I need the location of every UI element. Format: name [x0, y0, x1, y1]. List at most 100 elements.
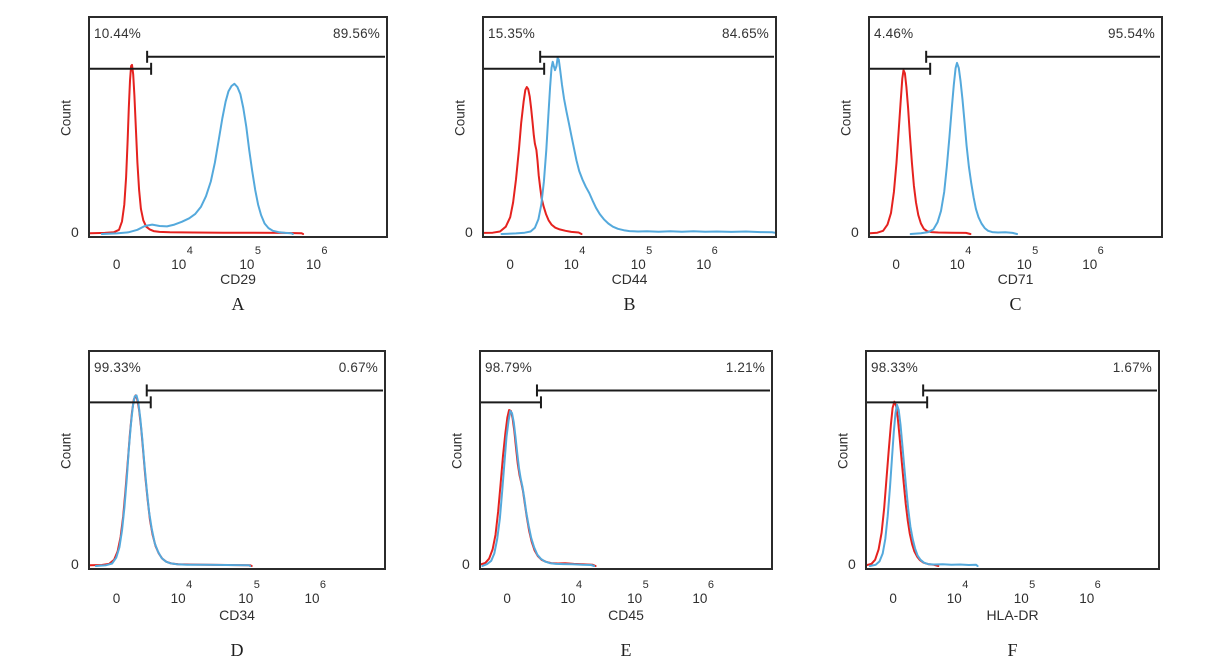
x-tick-base: 0 [112, 591, 121, 606]
y-axis-zero-tick-label: 0 [71, 556, 79, 572]
panel-letter: D [230, 640, 244, 660]
x-tick-base: 0 [892, 257, 900, 272]
x-axis-marker-label: CD29 [220, 271, 256, 287]
x-tick-base: 10 [563, 257, 579, 272]
x-tick-exponent: 5 [254, 245, 261, 257]
blue-sample-curve [868, 403, 979, 567]
x-tick-base: 10 [238, 591, 254, 606]
histogram-svg-CD34 [90, 384, 383, 567]
histogram-svg-CD29 [90, 50, 385, 235]
negative-gate-percentage: 10.44% [94, 26, 141, 41]
y-axis-label: Count [58, 433, 74, 470]
x-axis-marker-label: CD45 [608, 607, 644, 623]
x-tick-exponent: 5 [642, 579, 649, 591]
x-tick-label: 5 10 [238, 579, 260, 606]
histogram-svg-HLA-DR [867, 384, 1157, 567]
panel-letter: E [620, 640, 632, 660]
x-tick-label: 6 10 [1079, 579, 1101, 606]
positive-gate-percentage: 1.67% [1112, 360, 1152, 375]
y-axis-zero-tick-label: 0 [848, 556, 856, 572]
x-tick-exponent: 4 [575, 579, 583, 591]
x-axis-marker-label: CD34 [219, 607, 255, 623]
x-tick-exponent: 6 [711, 245, 718, 257]
x-tick-label: 0 [113, 579, 121, 606]
x-tick-label: 4 10 [949, 245, 972, 272]
x-tick-base: 10 [1013, 591, 1029, 606]
x-tick-exponent: 5 [1029, 579, 1036, 591]
x-tick-base: 10 [692, 591, 708, 606]
x-tick-base: 10 [1082, 257, 1098, 272]
positive-gate-percentage: 89.56% [333, 26, 380, 41]
blue-sample-curve [94, 394, 252, 567]
red-control-curve [481, 409, 597, 567]
x-tick-label: 6 10 [304, 579, 326, 606]
y-axis-zero-tick-label: 0 [465, 224, 473, 240]
y-axis-label: Count [838, 100, 854, 137]
y-axis-label: Count [58, 100, 74, 137]
x-tick-label: 6 10 [1082, 245, 1104, 272]
x-tick-label: 4 10 [560, 579, 582, 606]
panel-plot-D: 99.33% 0.67% Count 0 0 4 10 5 10 6 10 CD34 D [59, 350, 386, 660]
histogram-svg-CD71 [870, 50, 1160, 235]
x-tick-base: 10 [696, 257, 712, 272]
x-tick-label: 0 [506, 245, 514, 272]
x-tick-exponent: 4 [965, 245, 972, 257]
x-tick-exponent: 4 [186, 245, 193, 257]
x-tick-label: 5 10 [1016, 245, 1039, 272]
x-axis-marker-label: HLA-DR [986, 607, 1039, 623]
x-tick-exponent: 4 [962, 579, 969, 591]
y-axis-zero-tick-label: 0 [851, 224, 859, 240]
x-tick-exponent: 6 [1094, 579, 1101, 591]
negative-gate-percentage: 98.79% [485, 360, 532, 375]
negative-gate-percentage: 98.33% [871, 360, 918, 375]
x-tick-label: 4 10 [563, 245, 586, 272]
positive-gate-percentage: 0.67% [338, 360, 378, 375]
x-axis-marker-label: CD44 [611, 271, 648, 287]
negative-gate-percentage: 4.46% [874, 26, 914, 41]
x-tick-exponent: 6 [707, 579, 714, 591]
x-tick-base: 10 [630, 257, 646, 272]
x-tick-label: 6 10 [305, 245, 328, 272]
panel-letter: C [1009, 294, 1022, 314]
y-axis-label: Count [835, 433, 851, 470]
x-tick-base: 10 [171, 257, 187, 272]
x-tick-base: 10 [949, 257, 965, 272]
panel-plot-E: 98.79% 1.21% Count 0 0 4 10 5 10 6 10 CD45 E [450, 350, 773, 660]
red-control-curve [90, 63, 305, 235]
x-tick-label: 0 [892, 245, 900, 272]
x-tick-exponent: 5 [253, 579, 260, 591]
positive-gate-percentage: 95.54% [1108, 26, 1155, 41]
red-control-curve [484, 86, 583, 235]
x-tick-base: 10 [1016, 257, 1032, 272]
negative-gate-percentage: 99.33% [94, 360, 141, 375]
x-tick-base: 10 [304, 591, 320, 606]
x-tick-label: 0 [113, 245, 121, 272]
blue-sample-curve [481, 410, 596, 567]
x-tick-label: 5 10 [239, 245, 261, 272]
negative-gate-percentage: 15.35% [488, 26, 535, 41]
panel-letter: A [231, 294, 245, 314]
y-axis-zero-tick-label: 0 [71, 224, 79, 240]
positive-gate-percentage: 1.21% [725, 360, 765, 375]
x-tick-base: 10 [560, 591, 576, 606]
x-tick-label: 4 10 [170, 579, 193, 606]
blue-sample-curve [909, 61, 1018, 235]
blue-sample-curve [500, 57, 775, 235]
blue-sample-curve [100, 82, 294, 235]
positive-gate-percentage: 84.65% [722, 26, 769, 41]
x-tick-base: 0 [112, 257, 121, 272]
x-axis-marker-label: CD71 [997, 271, 1034, 287]
x-tick-exponent: 4 [579, 245, 586, 257]
x-tick-label: 5 10 [630, 245, 653, 272]
x-tick-base: 10 [170, 591, 186, 606]
panel-plot-F: 98.33% 1.67% Count 0 0 4 10 5 10 6 10 HLA-DR F [836, 350, 1160, 660]
x-tick-base: 0 [506, 257, 514, 272]
x-tick-label: 6 10 [696, 245, 718, 272]
x-tick-base: 10 [1079, 591, 1095, 606]
x-tick-base: 0 [889, 591, 897, 606]
x-tick-exponent: 4 [186, 579, 193, 591]
x-tick-label: 5 10 [1013, 579, 1036, 606]
x-tick-exponent: 5 [1032, 245, 1039, 257]
x-tick-base: 10 [305, 257, 321, 272]
panel-plot-C: 4.46% 95.54% Count 0 0 4 10 5 10 6 10 CD71 C [839, 16, 1163, 314]
